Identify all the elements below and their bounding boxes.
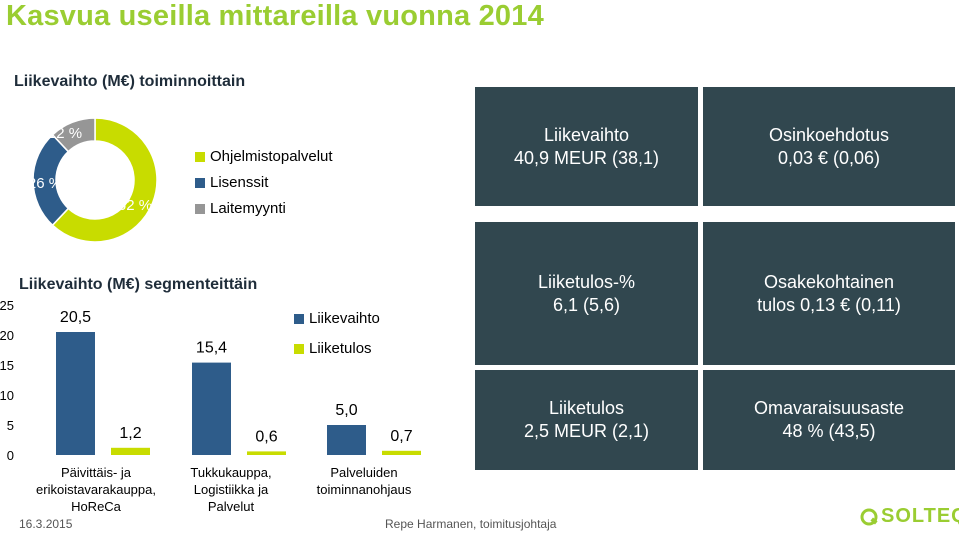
- legend-item-lisenssit: Lisenssit: [195, 174, 333, 191]
- bar-liiketulos-1: [247, 451, 286, 455]
- legend-item-liikevaihto: Liikevaihto: [294, 310, 380, 327]
- kpi-title: Osakekohtainen: [763, 271, 895, 292]
- legend-item-laitemyynti: Laitemyynti: [195, 200, 333, 217]
- kpi-value: 6,1 (5,6): [552, 294, 621, 315]
- kpi-title: Liikevaihto: [543, 124, 630, 145]
- legend-swatch-blue: [195, 177, 205, 188]
- kpi-tile-omavaraisuusaste: Omavaraisuusaste 48 % (43,5): [703, 370, 955, 470]
- donut-slice-ohjelmistopalvelut: [51, 117, 158, 243]
- footer-presenter: Repe Harmanen, toimitusjohtaja: [385, 517, 557, 531]
- donut-slice-laitemyynti: [51, 117, 96, 153]
- page-title: Kasvua useilla mittareilla vuonna 2014: [6, 0, 544, 32]
- bar-liikevaihto-1: [192, 362, 231, 455]
- kpi-tile-liiketulos-pct: Liiketulos-% 6,1 (5,6): [475, 222, 698, 365]
- y-tick-label: 0: [7, 448, 14, 463]
- legend-swatch-gray: [195, 203, 205, 214]
- bar-liikevaihto-2: [327, 425, 366, 455]
- kpi-tile-osakekohtainen-tulos: Osakekohtainen tulos 0,13 € (0,11): [703, 222, 955, 365]
- legend-label: Liiketulos: [309, 340, 372, 357]
- logo-mark-icon: [860, 508, 878, 525]
- bar-legend: Liikevaihto Liiketulos: [294, 310, 380, 357]
- bar-value-label: 20,5: [60, 309, 91, 326]
- bar-liiketulos-0: [111, 447, 150, 455]
- x-category-label: Palveluiden: [330, 465, 397, 480]
- footer-date: 16.3.2015: [19, 517, 73, 531]
- y-tick-label: 25: [0, 298, 14, 313]
- kpi-title: Omavaraisuusaste: [753, 398, 905, 418]
- kpi-tile-osinkoehdotus: Osinkoehdotus 0,03 € (0,06): [703, 87, 955, 206]
- donut-label-ohjelmistopalvelut: 62 %: [118, 197, 152, 214]
- kpi-title: Osinkoehdotus: [768, 124, 890, 145]
- kpi-value: 40,9 MEUR (38,1): [513, 147, 660, 168]
- x-category-label: toiminnanohjaus: [317, 482, 412, 497]
- kpi-value: tulos 0,13 € (0,11): [757, 294, 901, 315]
- kpi-value: 0,03 € (0,06): [777, 147, 881, 168]
- donut-label-lisenssit: 26 %: [28, 175, 62, 192]
- x-category-label: HoReCa: [71, 499, 122, 514]
- legend-swatch-green: [294, 343, 304, 354]
- donut-heading: Liikevaihto (M€) toiminnoittain: [14, 73, 246, 90]
- y-tick-label: 10: [0, 388, 14, 403]
- legend-label: Ohjelmistopalvelut: [210, 148, 333, 165]
- legend-swatch-blue: [294, 313, 304, 324]
- x-category-label: Logistiikka ja: [194, 482, 269, 497]
- x-category-label: Tukkukauppa,: [190, 465, 271, 480]
- legend-item-ohjelmistopalvelut: Ohjelmistopalvelut: [195, 148, 333, 165]
- x-category-label: erikoistavarakauppa,: [36, 482, 156, 497]
- x-category-label: Palvelut: [208, 499, 255, 514]
- kpi-value: 48 % (43,5): [782, 421, 876, 441]
- bar-value-label: 0,6: [255, 428, 277, 445]
- y-tick-label: 5: [7, 418, 14, 433]
- donut-legend: Ohjelmistopalvelut Lisenssit Laitemyynti: [195, 148, 333, 217]
- legend-item-liiketulos: Liiketulos: [294, 340, 380, 357]
- legend-swatch-green: [195, 151, 205, 162]
- donut-label-laitemyynti: 12 %: [48, 125, 82, 142]
- bars-heading: Liikevaihto (M€) segmenteittäin: [19, 276, 258, 293]
- x-category-label: Päivittäis- ja: [61, 465, 132, 480]
- bar-chart: 0 5 10 15 20 25 20,5 15,4 5,0 1,2 0,6 0,7 Päivittä…: [0, 298, 421, 514]
- kpi-tile-liikevaihto: Liikevaihto 40,9 MEUR (38,1): [475, 87, 698, 206]
- y-tick-label: 20: [0, 328, 14, 343]
- bar-value-label: 15,4: [196, 340, 227, 357]
- kpi-title: Liiketulos-%: [537, 271, 636, 292]
- kpi-title: Liiketulos: [548, 398, 625, 418]
- bar-value-label: 5,0: [335, 402, 357, 419]
- solteq-logo: SOLTEQ: [860, 505, 959, 528]
- donut-chart: 62 % 26 % 12 %: [28, 117, 158, 243]
- bar-value-label: 1,2: [119, 425, 141, 442]
- legend-label: Lisenssit: [210, 174, 269, 191]
- y-tick-label: 15: [0, 358, 14, 373]
- bar-liiketulos-2: [382, 450, 421, 455]
- logo-text: SOLTEQ: [881, 505, 959, 527]
- legend-label: Liikevaihto: [309, 310, 380, 327]
- kpi-value: 2,5 MEUR (2,1): [523, 421, 650, 441]
- bar-value-label: 0,7: [390, 428, 412, 445]
- legend-label: Laitemyynti: [210, 200, 286, 217]
- bar-liikevaihto-0: [56, 332, 95, 455]
- kpi-tile-liiketulos: Liiketulos 2,5 MEUR (2,1): [475, 370, 698, 470]
